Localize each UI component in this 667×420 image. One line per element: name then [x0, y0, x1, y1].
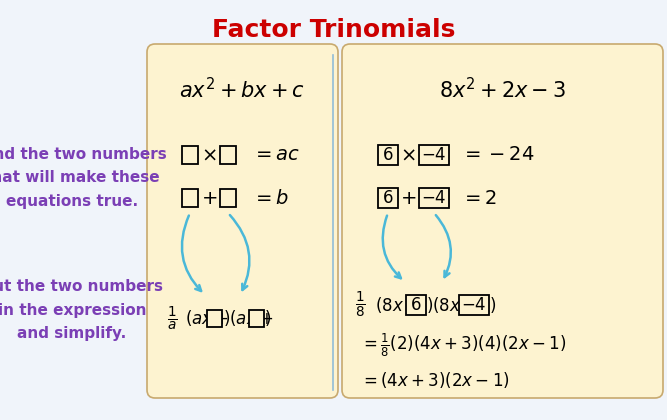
Text: $\times$: $\times$: [400, 145, 416, 165]
Bar: [378, 188, 398, 208]
Text: $(ax+$: $(ax+$: [185, 308, 229, 328]
Text: $8x^2+2x-3$: $8x^2+2x-3$: [440, 77, 566, 102]
Text: $\times$: $\times$: [201, 145, 217, 165]
Text: $-4$: $-4$: [462, 296, 487, 314]
Text: $=\frac{1}{8}(2)(4x+3)(4)(2x-1)$: $=\frac{1}{8}(2)(4x+3)(4)(2x-1)$: [360, 331, 566, 359]
Text: $)$: $)$: [264, 308, 271, 328]
FancyBboxPatch shape: [147, 44, 338, 398]
Text: $)(8x+$: $)(8x+$: [426, 295, 477, 315]
Text: $= b$: $= b$: [252, 189, 289, 207]
Text: $= -24$: $= -24$: [461, 145, 534, 165]
Bar: [378, 145, 398, 165]
Text: Factor Trinomials: Factor Trinomials: [212, 18, 455, 42]
Text: $-4$: $-4$: [422, 146, 447, 164]
Text: $)$: $)$: [489, 295, 496, 315]
FancyBboxPatch shape: [342, 44, 663, 398]
Text: $\frac{1}{8}$: $\frac{1}{8}$: [355, 290, 366, 320]
Text: $(8x+$: $(8x+$: [375, 295, 420, 315]
Bar: [459, 295, 489, 315]
Text: $= ac$: $= ac$: [252, 145, 300, 165]
Text: Find the two numbers
that will make these
equations true.: Find the two numbers that will make thes…: [0, 147, 166, 209]
Bar: [406, 295, 426, 315]
Text: $\frac{1}{a}$: $\frac{1}{a}$: [167, 304, 177, 332]
Text: $ax^2+bx+c$: $ax^2+bx+c$: [179, 77, 305, 102]
Text: 6: 6: [411, 296, 422, 314]
Text: $-4$: $-4$: [422, 189, 447, 207]
Bar: [182, 189, 198, 207]
Bar: [419, 145, 449, 165]
Text: $+$: $+$: [201, 189, 217, 207]
Text: $)(ax+$: $)(ax+$: [223, 308, 273, 328]
Bar: [207, 310, 223, 326]
Bar: [220, 189, 236, 207]
Bar: [182, 146, 198, 164]
Text: $+$: $+$: [400, 189, 416, 207]
Text: 6: 6: [383, 146, 394, 164]
Bar: [220, 146, 236, 164]
Bar: [249, 310, 263, 326]
Text: $=(4x+3)(2x-1)$: $=(4x+3)(2x-1)$: [360, 370, 510, 390]
Bar: [419, 188, 449, 208]
Text: 6: 6: [383, 189, 394, 207]
Text: Put the two numbers
in the expression
and simplify.: Put the two numbers in the expression an…: [0, 279, 163, 341]
Text: $= 2$: $= 2$: [461, 189, 498, 207]
